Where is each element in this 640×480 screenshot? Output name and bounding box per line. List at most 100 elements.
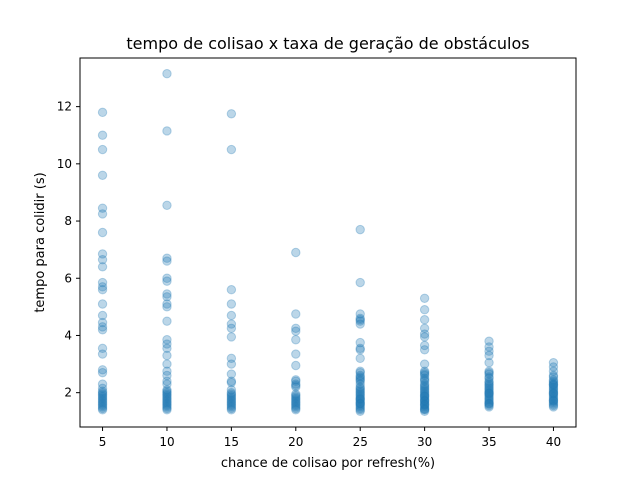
y-tick-label: 6	[64, 271, 72, 285]
y-axis-label: tempo para colidir (s)	[33, 172, 48, 312]
data-point	[291, 323, 301, 334]
data-point	[226, 319, 237, 329]
plot-frame	[79, 57, 577, 428]
data-point	[162, 276, 172, 286]
data-point	[97, 390, 108, 401]
data-point	[226, 395, 237, 405]
points-layer	[97, 69, 559, 416]
data-point	[162, 256, 172, 266]
chart-title: tempo de colisao x taxa de geração de ob…	[126, 34, 529, 53]
data-point	[291, 392, 301, 402]
data-point	[97, 343, 108, 354]
data-point	[355, 403, 365, 414]
data-point	[355, 383, 365, 394]
data-point	[419, 340, 430, 351]
x-tick-label: 10	[159, 435, 174, 449]
data-point	[419, 376, 430, 386]
data-point	[97, 367, 108, 378]
data-point	[162, 400, 172, 411]
data-point	[484, 376, 494, 386]
data-point	[162, 390, 172, 401]
data-point	[162, 376, 172, 386]
data-point	[97, 386, 108, 396]
data-point	[226, 385, 237, 395]
data-point	[162, 253, 172, 263]
x-tick-label: 40	[546, 435, 561, 449]
data-point	[419, 389, 430, 399]
data-point	[355, 319, 365, 329]
data-point	[226, 397, 237, 408]
data-point	[226, 399, 237, 409]
data-point	[97, 379, 108, 389]
ticks-layer: 5 10 15 20 25 30 35 40 2 4 6 8 10 12	[57, 100, 561, 449]
data-point	[226, 285, 237, 295]
data-point	[97, 107, 108, 118]
data-point	[484, 393, 494, 404]
data-point	[291, 405, 301, 415]
data-point	[162, 405, 172, 415]
data-point	[162, 386, 172, 396]
data-point	[355, 376, 365, 386]
data-point	[291, 360, 301, 371]
data-point	[226, 310, 237, 321]
data-point	[419, 369, 430, 379]
data-point	[484, 390, 494, 401]
data-point	[484, 367, 494, 378]
data-point	[355, 394, 365, 404]
x-tick-label: 35	[481, 435, 496, 449]
data-point	[548, 376, 559, 386]
data-point	[548, 399, 559, 409]
data-point	[355, 372, 365, 382]
data-point	[355, 400, 365, 411]
data-point	[548, 382, 559, 392]
data-point	[484, 386, 494, 396]
data-point	[355, 395, 365, 405]
data-point	[226, 402, 237, 412]
data-point	[97, 249, 108, 259]
data-point	[291, 402, 301, 412]
data-point	[291, 375, 301, 385]
data-point	[484, 342, 494, 352]
y-tick-label: 8	[64, 214, 72, 228]
data-point	[226, 387, 237, 398]
data-point	[291, 395, 301, 405]
data-point	[484, 346, 494, 356]
data-point	[226, 109, 237, 119]
data-point	[548, 395, 559, 406]
data-point	[162, 292, 172, 302]
data-point	[226, 144, 237, 155]
data-point	[484, 380, 494, 391]
data-point	[419, 380, 430, 391]
data-point	[419, 382, 430, 392]
y-tick-label: 2	[64, 386, 72, 400]
data-point	[162, 273, 172, 283]
data-point	[355, 392, 365, 402]
data-point	[419, 402, 430, 412]
data-point	[548, 388, 559, 398]
data-point	[419, 385, 430, 395]
data-point	[97, 397, 108, 408]
data-point	[97, 383, 108, 394]
data-point	[162, 359, 172, 369]
data-point	[226, 323, 237, 334]
data-point	[97, 322, 108, 332]
data-point	[548, 393, 559, 404]
data-point	[419, 395, 430, 406]
y-tick-label: 12	[57, 100, 72, 114]
data-point	[97, 325, 108, 335]
data-point	[484, 366, 494, 376]
data-point	[355, 399, 365, 409]
data-point	[291, 379, 301, 389]
data-point	[97, 203, 108, 213]
data-point	[226, 299, 237, 309]
data-point	[419, 323, 430, 334]
data-point	[484, 398, 494, 409]
data-point	[419, 399, 430, 410]
data-point	[355, 385, 365, 395]
x-tick-label: 25	[353, 435, 368, 449]
data-point	[355, 337, 365, 348]
data-point	[548, 389, 559, 399]
data-point	[419, 391, 430, 401]
data-point	[355, 390, 365, 401]
